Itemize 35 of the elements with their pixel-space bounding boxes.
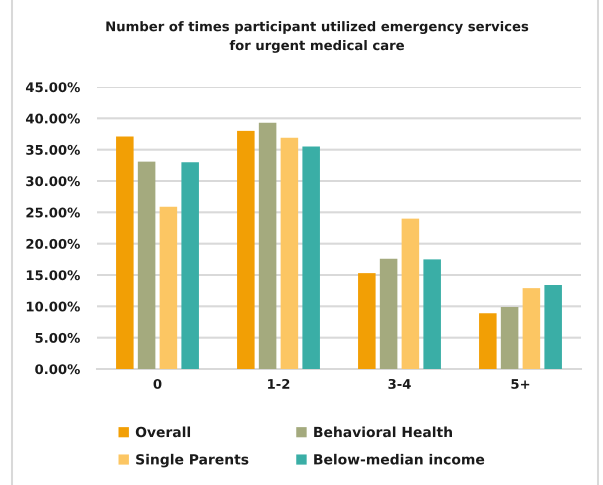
y-tick-label: 45.00% [26,82,80,92]
legend-label: Behavioral Health [314,426,452,438]
bar [116,136,134,369]
x-tick-label: 3-4 [388,378,411,389]
bar [160,206,178,369]
bar [522,288,540,369]
x-tick-label: 0 [154,378,162,389]
y-tick-label: 15.00% [26,270,80,280]
bar [280,138,298,369]
bar [258,122,276,369]
legend-label: Below-median income [314,454,484,465]
y-tick-label: 20.00% [26,238,80,249]
bar [358,273,376,369]
y-tick-label: 10.00% [26,302,80,312]
bar [237,130,255,369]
y-tick-label: 35.00% [26,144,80,155]
y-tick-label: 40.00% [26,114,80,124]
bar [423,259,441,369]
y-tick-label: 5.00% [36,332,80,343]
y-tick-label: 25.00% [26,208,80,218]
bar [138,162,156,369]
y-tick-label: 0.00% [35,364,80,374]
x-tick-label: 5+ [511,379,530,389]
y-tick-label: 30.00% [26,176,80,186]
bar [479,313,497,369]
bar [402,218,420,369]
bar [500,306,518,369]
legend-label: Single Parents [136,454,248,468]
bar [380,258,398,369]
bar [181,162,199,369]
bar [544,285,562,369]
legend-label: Overall [136,426,190,438]
bar [302,146,320,369]
x-tick-label: 1-2 [268,378,290,389]
chart-title: Number of times participant utilized emergency services for urgent medical care [106,21,528,53]
